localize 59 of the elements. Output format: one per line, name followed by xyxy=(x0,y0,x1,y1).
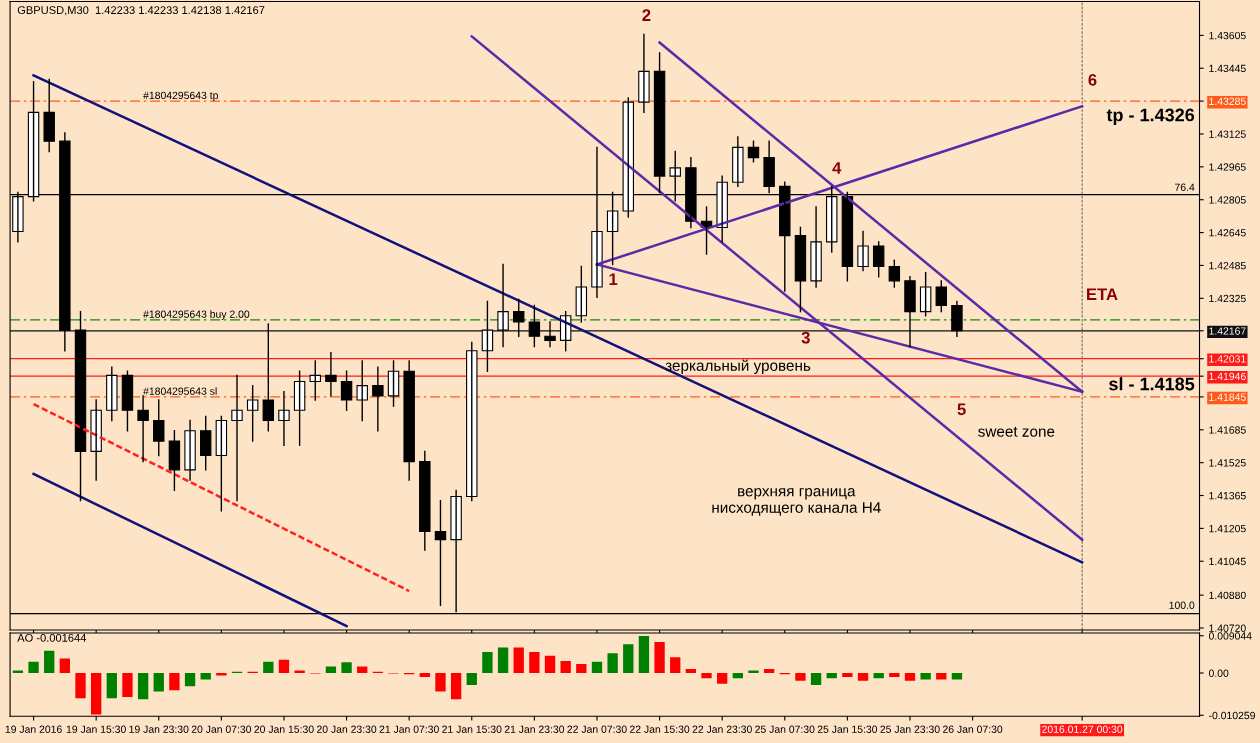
annotation: 4 xyxy=(832,162,842,174)
annotation: sl - 1.4185 xyxy=(1109,377,1195,391)
x-tick-label: 19 Jan 15:30 xyxy=(66,725,126,733)
y-tick-label: 1.42325 xyxy=(1209,294,1246,303)
y-tick-label: 1.43285 xyxy=(1209,97,1246,105)
x-tick-label: 25 Jan 23:30 xyxy=(880,725,940,733)
y-tick-label: 1.41946 xyxy=(1209,372,1246,381)
x-tick-label: 20 Jan 07:30 xyxy=(191,725,252,733)
y-tick-label: 1.41845 xyxy=(1209,393,1246,401)
ref-line-label: #1804295643 sl xyxy=(143,387,217,395)
chart-title: GBPUSD,M30 1.42233 1.42233 1.42138 1.42167 xyxy=(17,6,265,16)
y-tick-label: -0.010259 xyxy=(1209,711,1255,720)
x-tick-label: 22 Jan 07:30 xyxy=(567,725,627,733)
x-tick-label: 19 Jan 23:30 xyxy=(129,725,189,733)
ref-line-label: #1804295643 tp xyxy=(143,91,218,102)
y-tick-label: 1.42805 xyxy=(1209,196,1246,204)
annotation: зеркальный уровень xyxy=(665,359,811,374)
y-tick-label: 0.009044 xyxy=(1208,632,1252,640)
x-tick-label: 22 Jan 23:30 xyxy=(692,725,752,733)
annotation: sweet zone xyxy=(978,426,1055,437)
y-tick-label: 0.00 xyxy=(1208,669,1229,677)
annotation: 100.0 xyxy=(1169,601,1195,609)
x-tick-label: 25 Jan 07:30 xyxy=(755,725,815,733)
y-tick-label: 1.43605 xyxy=(1209,31,1246,40)
y-tick-label: 1.41525 xyxy=(1209,459,1246,467)
y-tick-label: 1.41045 xyxy=(1209,557,1246,566)
annotation: 2 xyxy=(642,9,651,21)
y-tick-label: 1.42645 xyxy=(1209,229,1246,237)
y-tick-label: 1.43445 xyxy=(1209,64,1246,73)
y-tick-label: 1.43125 xyxy=(1209,130,1246,138)
annotation: 1 xyxy=(609,273,618,285)
y-tick-label: 1.42167 xyxy=(1209,327,1246,335)
y-tick-label: 1.40720 xyxy=(1209,624,1246,632)
x-tick-label: 21 Jan 15:30 xyxy=(442,725,502,733)
x-tick-label: 20 Jan 23:30 xyxy=(316,725,377,733)
annotation: ETA xyxy=(1087,288,1118,300)
y-tick-label: 1.41205 xyxy=(1209,524,1246,533)
x-tick-label: 2016.01.27 00:30 xyxy=(1042,725,1123,733)
annotation: 6 xyxy=(1088,73,1097,86)
x-tick-label: 25 Jan 15:30 xyxy=(817,725,878,733)
x-tick-label: 22 Jan 15:30 xyxy=(629,725,690,733)
x-tick-label: 26 Jan 07:30 xyxy=(943,725,1003,733)
y-tick-label: 1.42485 xyxy=(1209,261,1246,270)
x-tick-label: 19 Jan 2016 xyxy=(5,725,62,733)
x-tick-label: 21 Jan 07:30 xyxy=(379,725,439,733)
x-tick-label: 20 Jan 15:30 xyxy=(254,725,314,733)
annotation: 3 xyxy=(801,331,810,344)
annotation: верхняя граница нисходящего канала H4 xyxy=(712,488,881,516)
y-tick-label: 1.42031 xyxy=(1209,355,1246,363)
y-tick-label: 1.40880 xyxy=(1209,591,1246,600)
y-tick-label: 1.42965 xyxy=(1209,163,1246,171)
annotation: tp - 1.4326 xyxy=(1106,108,1195,125)
chart-title: AO -0.001644 xyxy=(17,633,87,642)
annotation: 76.4 xyxy=(1175,183,1195,191)
y-tick-label: 1.41685 xyxy=(1209,426,1246,434)
annotation: 5 xyxy=(957,403,966,416)
y-tick-label: 1.41365 xyxy=(1209,492,1246,500)
ref-line-label: #1804295643 buy 2.00 xyxy=(143,310,250,320)
x-tick-label: 21 Jan 23:30 xyxy=(504,725,565,733)
